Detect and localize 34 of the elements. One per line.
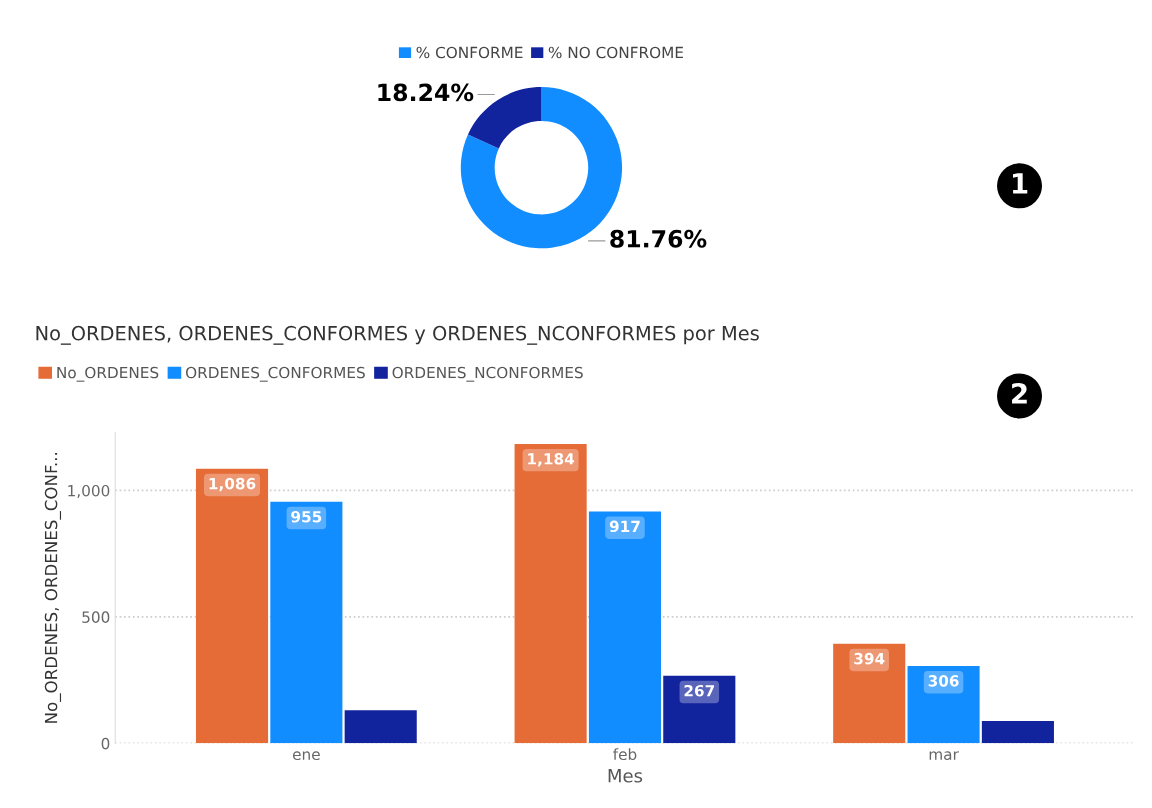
bar	[195, 468, 269, 744]
data-label: 917	[609, 520, 640, 533]
legend-label: ORDENES_CONFORMES	[185, 366, 365, 382]
bar	[663, 675, 736, 744]
bar	[514, 443, 587, 744]
legend-label: % CONFORME	[416, 46, 523, 59]
data-label: 267	[684, 684, 715, 697]
y-tick-label: 500	[82, 611, 110, 623]
text: 2	[1012, 382, 1027, 404]
x-tick-label: mar	[929, 751, 959, 761]
y-tick-label: 1,000	[68, 484, 110, 499]
x-axis-title: Mes	[608, 769, 643, 783]
data-label: 81.76%	[610, 229, 707, 248]
legend-label: ORDENES_NCONFORMES	[392, 366, 583, 382]
data-label: 18.24%	[378, 83, 474, 102]
data-label: 306	[928, 675, 959, 687]
bar	[270, 501, 343, 744]
legend-label: % NO CONFROME	[548, 46, 683, 59]
text: 1	[1012, 173, 1028, 194]
bar	[588, 511, 662, 744]
bar	[981, 721, 1054, 744]
y-tick-label: 0	[101, 737, 110, 750]
legend-label: No_ORDENES	[57, 366, 159, 382]
bar	[833, 643, 906, 744]
data-label: 955	[291, 510, 322, 523]
x-tick-label: ene	[292, 751, 320, 761]
data-label: 1,086	[209, 477, 256, 492]
x-tick-label: feb	[613, 748, 637, 761]
y-axis-title: No_ORDENES, ORDENES_CONF...	[44, 453, 62, 723]
chart-title: No_ORDENES, ORDENES_CONFORMES y ORDENES_NCONFORMES por Mes	[36, 325, 759, 345]
bar	[344, 710, 417, 744]
data-label: 1,184	[528, 453, 575, 467]
data-label: 394	[854, 652, 885, 665]
bar	[907, 665, 980, 744]
